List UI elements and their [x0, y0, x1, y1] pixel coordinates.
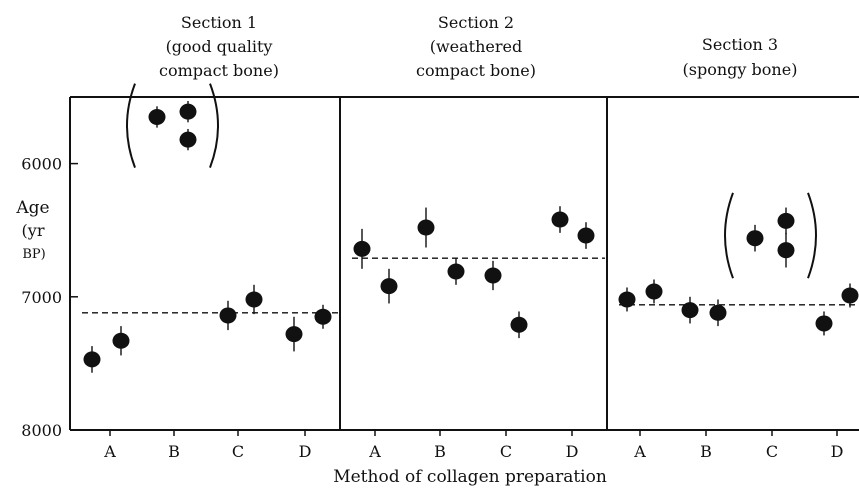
- x-category-label: A: [103, 442, 116, 461]
- panel-title-line: compact bone): [159, 61, 279, 80]
- data-point: [777, 212, 795, 229]
- data-point: [681, 302, 699, 319]
- data-point: [645, 283, 663, 300]
- data-point: [815, 315, 833, 332]
- data-point: [148, 108, 166, 125]
- data-point: [179, 103, 197, 120]
- y-tick-label: 8000: [21, 421, 62, 440]
- panel-title-line: compact bone): [416, 61, 536, 80]
- data-point: [380, 278, 398, 295]
- data-point: [314, 308, 332, 325]
- data-point: [484, 267, 502, 284]
- panel-title-line: (good quality: [166, 37, 273, 56]
- data-point: [746, 230, 764, 247]
- exclusion-paren-left: [724, 192, 734, 279]
- x-category-label: C: [232, 442, 244, 461]
- x-category-label: B: [168, 442, 180, 461]
- data-point: [841, 287, 859, 304]
- x-category-label: A: [633, 442, 646, 461]
- exclusion-paren-left: [126, 83, 136, 168]
- data-point: [353, 240, 371, 257]
- y-ticks: 6000 7000 8000: [21, 155, 78, 440]
- y-axis: Age (yr BP): [15, 198, 49, 262]
- exclusion-paren-right: [209, 83, 219, 168]
- data-point: [179, 131, 197, 148]
- exclusion-paren-right: [807, 192, 817, 279]
- y-axis-unit-line-1: (yr: [22, 221, 45, 240]
- data-point: [551, 211, 569, 228]
- data-point: [83, 351, 101, 368]
- x-category-label: C: [766, 442, 778, 461]
- y-tick-label: 6000: [21, 155, 62, 174]
- panel-titles: Section 1 (good quality compact bone) Secti…: [159, 13, 797, 80]
- data-point: [447, 263, 465, 280]
- x-category-label: D: [299, 442, 312, 461]
- data-point: [577, 227, 595, 244]
- data-point: [219, 307, 237, 324]
- data-point: [245, 291, 263, 308]
- x-category-label: B: [434, 442, 446, 461]
- data-point: [777, 242, 795, 259]
- x-category-label: D: [566, 442, 579, 461]
- data-point: [709, 304, 727, 321]
- data-point: [285, 326, 303, 343]
- y-axis-unit-line-2: BP): [22, 247, 45, 262]
- y-axis-label: Age: [15, 198, 49, 218]
- data-point: [618, 291, 636, 308]
- panel-title-line: Section 3: [702, 35, 778, 54]
- panel-title-line: (weathered: [430, 37, 523, 56]
- x-category-label: A: [368, 442, 381, 461]
- panel-title-line: Section 1: [181, 13, 257, 32]
- x-axis-label: Method of collagen preparation: [333, 467, 607, 487]
- panel-title-line: Section 2: [438, 13, 514, 32]
- data-point: [112, 332, 130, 349]
- x-category-label: D: [831, 442, 844, 461]
- data-point: [417, 219, 435, 236]
- data-marks: [82, 83, 859, 373]
- panel-frames: [69, 96, 859, 431]
- x-category-label: C: [500, 442, 512, 461]
- y-tick-label: 7000: [21, 288, 62, 307]
- x-category-label: B: [700, 442, 712, 461]
- panel-title-line: (spongy bone): [683, 60, 798, 79]
- data-point: [510, 316, 528, 333]
